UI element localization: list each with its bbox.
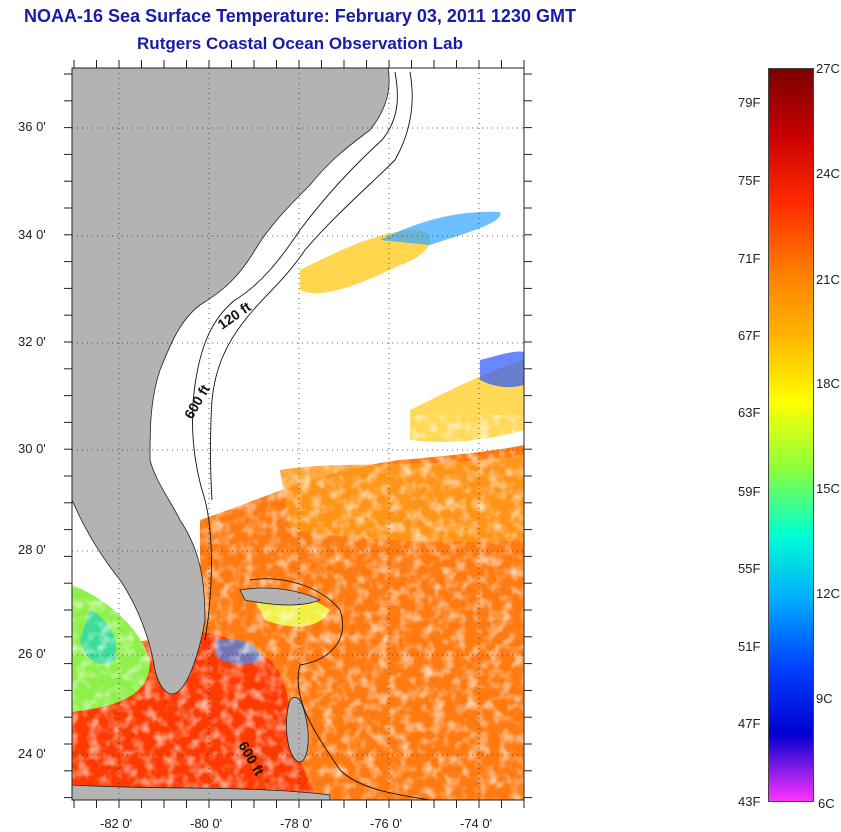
colorbar-fahrenheit-label: 55F <box>738 561 761 576</box>
map-frame <box>71 67 525 801</box>
andros-island <box>286 697 309 763</box>
colorbar-fahrenheit-label: 75F <box>738 173 761 188</box>
colorbar-celsius-label: 18C <box>816 376 840 391</box>
lat-label: 28 0' <box>18 542 46 557</box>
colorbar-fahrenheit-label: 71F <box>738 251 761 266</box>
cool-patch-north <box>300 230 431 294</box>
colorbar-celsius-label: 12C <box>816 586 840 601</box>
contour-bahamas <box>249 578 431 800</box>
lat-label: 30 0' <box>18 441 46 456</box>
colorbar-fahrenheit-label: 79F <box>738 95 761 110</box>
colorbar-celsius-label: 24C <box>816 166 840 181</box>
lon-label: -78 0' <box>280 816 313 831</box>
page-subtitle: Rutgers Coastal Ocean Observation Lab <box>137 34 463 53</box>
colorbar-fahrenheit-label: 59F <box>738 484 761 499</box>
blue-patch-east <box>480 351 524 388</box>
colorbar-celsius-label: 15C <box>816 481 840 496</box>
colorbar-fahrenheit-label: 47F <box>738 716 761 731</box>
colorbar-celsius-label: 9C <box>816 691 833 706</box>
lon-label: -82 0' <box>100 816 133 831</box>
lat-label: 34 0' <box>18 227 46 242</box>
graticule <box>72 68 524 800</box>
grand-bahama-island <box>239 587 321 606</box>
colorbar-fahrenheit-label: 43F <box>738 794 761 809</box>
temperature-colorbar <box>768 68 814 802</box>
colorbar-fahrenheit-label: 67F <box>738 328 761 343</box>
colorbar-celsius-label: 21C <box>816 272 840 287</box>
colorbar-celsius-label: 27C <box>816 61 840 76</box>
lat-label: 32 0' <box>18 334 46 349</box>
lon-label: -76 0' <box>370 816 403 831</box>
page-title: NOAA-16 Sea Surface Temperature: Februar… <box>24 6 576 26</box>
contour-120ft <box>192 71 398 641</box>
lat-label: 24 0' <box>18 746 46 761</box>
contour-600ft <box>210 71 413 501</box>
colorbar-fahrenheit-label: 63F <box>738 405 761 420</box>
lat-label: 26 0' <box>18 646 46 661</box>
colorbar-celsius-label: 6C <box>818 796 835 811</box>
lat-label: 36 0' <box>18 119 46 134</box>
cuba-coast <box>72 784 331 800</box>
axis-ticks <box>64 60 532 808</box>
lon-label: -80 0' <box>190 816 223 831</box>
land-mass <box>72 68 390 695</box>
cool-streak-northeast <box>380 211 501 245</box>
colorbar-fahrenheit-label: 51F <box>738 639 761 654</box>
lon-label: -74 0' <box>460 816 493 831</box>
